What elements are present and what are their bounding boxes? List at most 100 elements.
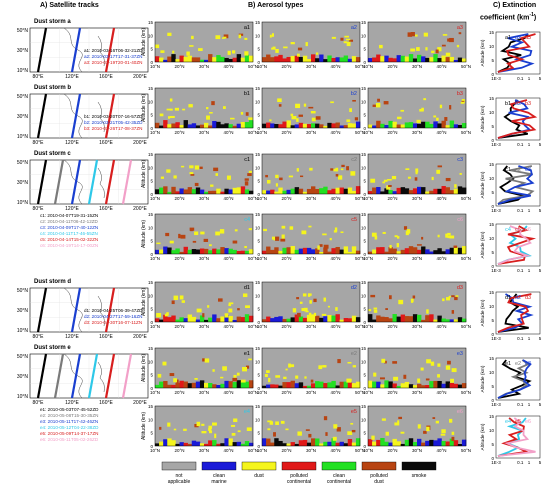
- aerosol-cell: [194, 378, 198, 380]
- section-ytick: 0: [150, 444, 153, 449]
- track-label-c2: c2: 2010-04-11T06-42-12ZD: [40, 219, 99, 224]
- aerosol-cell: [330, 101, 334, 104]
- aerosol-cell: [391, 175, 397, 180]
- aerosol-cell: [231, 50, 236, 54]
- section-xtick: 30°N: [306, 390, 316, 395]
- aerosol-cell: [155, 189, 160, 194]
- aerosol-cell: [451, 310, 455, 314]
- aerosol-cell: [455, 295, 459, 298]
- lat-tick-label: 30°N: [17, 114, 29, 120]
- aerosol-cell: [234, 229, 238, 232]
- section-xtick: 10°N: [363, 64, 373, 69]
- aerosol-cell: [323, 383, 328, 388]
- section-plot-e1: [154, 347, 254, 389]
- section-xtick: 40°N: [223, 130, 233, 135]
- aerosol-cell: [351, 246, 357, 254]
- aerosol-cell: [159, 381, 164, 388]
- aerosol-cell: [335, 246, 340, 254]
- aerosol-cell: [248, 120, 254, 128]
- aerosol-cell: [278, 104, 282, 107]
- aerosol-cell: [211, 101, 215, 106]
- aerosol-cell: [371, 232, 377, 237]
- aerosol-cell: [298, 114, 303, 117]
- aerosol-cell: [298, 188, 304, 194]
- section-xtick: 20°N: [174, 130, 184, 135]
- aerosol-cell: [327, 55, 332, 62]
- track-b3: [104, 93, 116, 139]
- aerosol-cell: [214, 433, 217, 439]
- track-b1: [36, 93, 48, 139]
- aerosol-cell: [319, 54, 324, 62]
- aerosol-cell: [262, 57, 267, 62]
- aerosol-cell: [396, 316, 401, 322]
- section-xtick: 10°N: [257, 390, 267, 395]
- section-ytick: 10: [255, 293, 261, 298]
- aerosol-cell: [195, 441, 201, 446]
- aerosol-cell: [335, 307, 338, 311]
- aerosol-cell: [437, 123, 442, 128]
- aerosol-cell: [196, 308, 202, 313]
- aerosol-cell: [210, 184, 214, 187]
- aerosol-cell: [339, 381, 344, 388]
- section-ytick: 10: [361, 417, 367, 422]
- section-ytick: 5: [363, 307, 366, 312]
- aerosol-cell: [178, 233, 181, 239]
- aerosol-cell: [404, 56, 410, 62]
- aerosol-cell: [323, 59, 328, 62]
- aerosol-cell: [187, 443, 193, 446]
- section-ytick: 5: [150, 47, 153, 52]
- aerosol-cell: [306, 247, 312, 254]
- track-d1: [36, 287, 48, 333]
- aerosol-cell: [384, 188, 389, 194]
- aerosol-cell: [240, 250, 246, 254]
- aerosol-cell: [219, 229, 225, 234]
- aerosol-cell: [262, 319, 267, 322]
- aerosol-cell: [237, 308, 240, 311]
- aerosol-cell: [380, 247, 385, 254]
- aerosol-cell: [331, 438, 336, 446]
- aerosol-cell: [400, 187, 406, 194]
- profile-tag-c3: c3: [525, 167, 531, 173]
- section-ylabel: Altitude (km): [141, 412, 147, 440]
- aerosol-cell: [274, 247, 279, 254]
- section-ytick: 10: [361, 165, 367, 170]
- legend-label: clean: [333, 473, 345, 479]
- aerosol-cell: [323, 316, 328, 322]
- section-xtick: 10°N: [363, 390, 373, 395]
- aerosol-cell: [191, 440, 197, 446]
- profile-tag-e1: e1: [505, 361, 511, 367]
- aerosol-cell: [183, 318, 188, 322]
- aerosol-cell: [187, 249, 193, 254]
- section-xtick: 20°N: [387, 390, 397, 395]
- aerosol-cell: [212, 57, 217, 62]
- section-frame: [261, 213, 361, 255]
- section-xtick: 20°N: [174, 448, 184, 453]
- aerosol-cell: [232, 377, 238, 382]
- aerosol-cell: [296, 168, 299, 172]
- lat-tick-label: 50°N: [17, 28, 29, 34]
- aerosol-cell: [187, 314, 193, 322]
- aerosol-cell: [456, 44, 460, 48]
- aerosol-cell: [290, 55, 295, 62]
- aerosol-cell: [160, 50, 165, 53]
- lon-tick-label: 160°E: [99, 400, 113, 406]
- lon-tick-label: 120°E: [65, 74, 79, 80]
- aerosol-cell: [445, 319, 450, 322]
- section-xtick: 10°N: [363, 324, 373, 329]
- section-plot-b2: [261, 87, 361, 129]
- aerosol-cell: [380, 316, 385, 322]
- aerosol-cell: [349, 108, 352, 113]
- ext-xtick: 0.1: [517, 336, 524, 341]
- ext-ylabel: Altitude (km): [480, 423, 486, 450]
- aerosol-cell: [441, 55, 446, 62]
- aerosol-cell: [278, 250, 283, 254]
- aerosol-cell: [381, 418, 386, 421]
- section-ytick: 15: [255, 404, 261, 409]
- aerosol-cell: [173, 378, 178, 383]
- aerosol-cell: [335, 187, 340, 194]
- legend-label: dust: [374, 479, 384, 485]
- profile-tag-e5: e5: [515, 419, 521, 425]
- section-xtick: 50°N: [355, 196, 365, 201]
- aerosol-cell: [240, 57, 246, 62]
- aerosol-cell: [437, 47, 442, 52]
